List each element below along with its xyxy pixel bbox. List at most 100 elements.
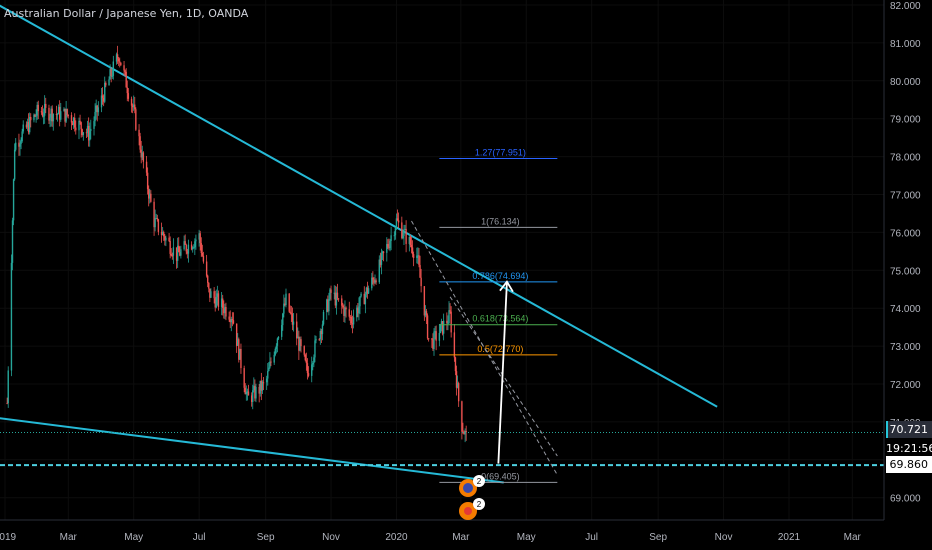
lower-trendline [0,417,504,484]
y-tick-label: 78.000 [890,153,921,164]
candle-body [405,228,407,244]
candle-body [307,373,310,376]
candle-body [463,432,465,435]
candle-body [394,228,397,236]
candle-body [395,218,398,229]
candle-body [41,112,44,117]
candle-body [297,336,299,339]
candle-body [420,277,422,287]
candle-body [186,251,189,254]
candle-body [135,109,137,130]
candle-body [259,380,261,394]
candle-body [51,108,53,122]
candle-body [97,107,100,113]
level-price-tag: 69.860 [886,456,932,473]
candle-body [56,114,59,116]
candle-body [386,244,388,253]
candle-body [27,121,30,133]
candle-body [87,125,90,141]
candle-body [108,79,110,86]
candle-body [289,311,291,313]
candle-body [281,325,283,337]
candle-body [170,253,172,256]
candle-body [224,307,226,314]
candle-body [274,348,276,355]
candle-body [223,307,225,314]
trendlines [0,4,718,484]
candle-body [195,239,197,242]
candle-body [282,313,284,326]
candle-body [276,338,279,346]
candle-body [133,104,135,108]
candle-body [184,241,186,245]
y-tick-label: 75.000 [890,266,921,277]
candle-body [66,108,68,115]
candle-body [456,383,459,388]
candle-body [90,128,92,132]
candle-body [43,103,46,116]
candle-body [7,370,9,404]
candle-body [448,310,450,324]
candle-body [225,307,227,317]
candle-body [291,313,294,325]
candle-body [237,339,239,346]
countdown-tag: 19:21:56 [886,440,932,457]
projection-arrow [497,280,514,464]
candle-body [231,319,234,321]
y-tick-label: 69.000 [890,494,921,505]
candle-body [229,319,231,323]
candle-body [424,311,427,316]
x-tick-label: Sep [257,532,275,543]
fib-level-label: 1.27(77.951) [475,147,526,157]
y-tick-label: 73.000 [890,342,921,353]
candle-body [387,244,389,247]
candle-body [201,252,204,256]
candle-body [179,252,181,256]
fib-level-label: 0(69.405) [481,471,520,481]
candle-body [411,247,414,255]
y-tick-label: 74.000 [890,304,921,315]
candle-body [454,357,457,372]
event-badges: 2 2 [459,475,485,520]
candle-body [239,348,241,360]
candle-body [335,292,338,306]
candle-body [327,299,329,312]
candle-body [268,367,270,371]
candle-body [74,117,76,128]
candle-body [374,280,376,283]
candle-body [379,259,382,265]
candle-body [176,245,179,261]
candle-body [34,114,36,117]
candle-body [33,114,35,121]
symbol-title: Australian Dollar / Japanese Yen, 1D, OA… [4,7,249,20]
candle-body [238,339,240,360]
candle-body [296,321,298,339]
x-axis-labels: 2019 Mar May Jul Sep Nov 2020 Mar May Jul Sep Nov 20… [0,532,862,543]
candle-body [18,142,20,147]
fib-level-label: 0.5(72.770) [477,344,523,354]
candle-body [139,136,141,150]
candle-body [100,95,103,108]
candle-body [22,124,24,132]
x-tick-label: Sep [649,532,667,543]
candle-body [404,228,406,230]
candle-body [290,312,293,314]
candle-body [183,241,185,250]
candle-body [342,305,344,308]
x-tick-label: Jul [193,532,206,543]
candle-body [333,292,335,294]
candle-body [439,324,442,333]
candle-body [425,311,428,316]
candle-body [419,265,421,278]
candle-body [60,111,62,120]
candle-body [457,383,460,402]
candle-body [380,253,383,265]
candle-body [232,320,235,324]
candle-body [265,378,268,383]
fibonacci-levels: 1.27(77.951) 1(76.134) 0.786(74.694) 0.618(… [411,147,558,483]
candle-body [401,222,403,239]
candle-body [356,307,358,318]
candle-body [86,125,89,133]
x-tick-label: May [124,532,143,543]
